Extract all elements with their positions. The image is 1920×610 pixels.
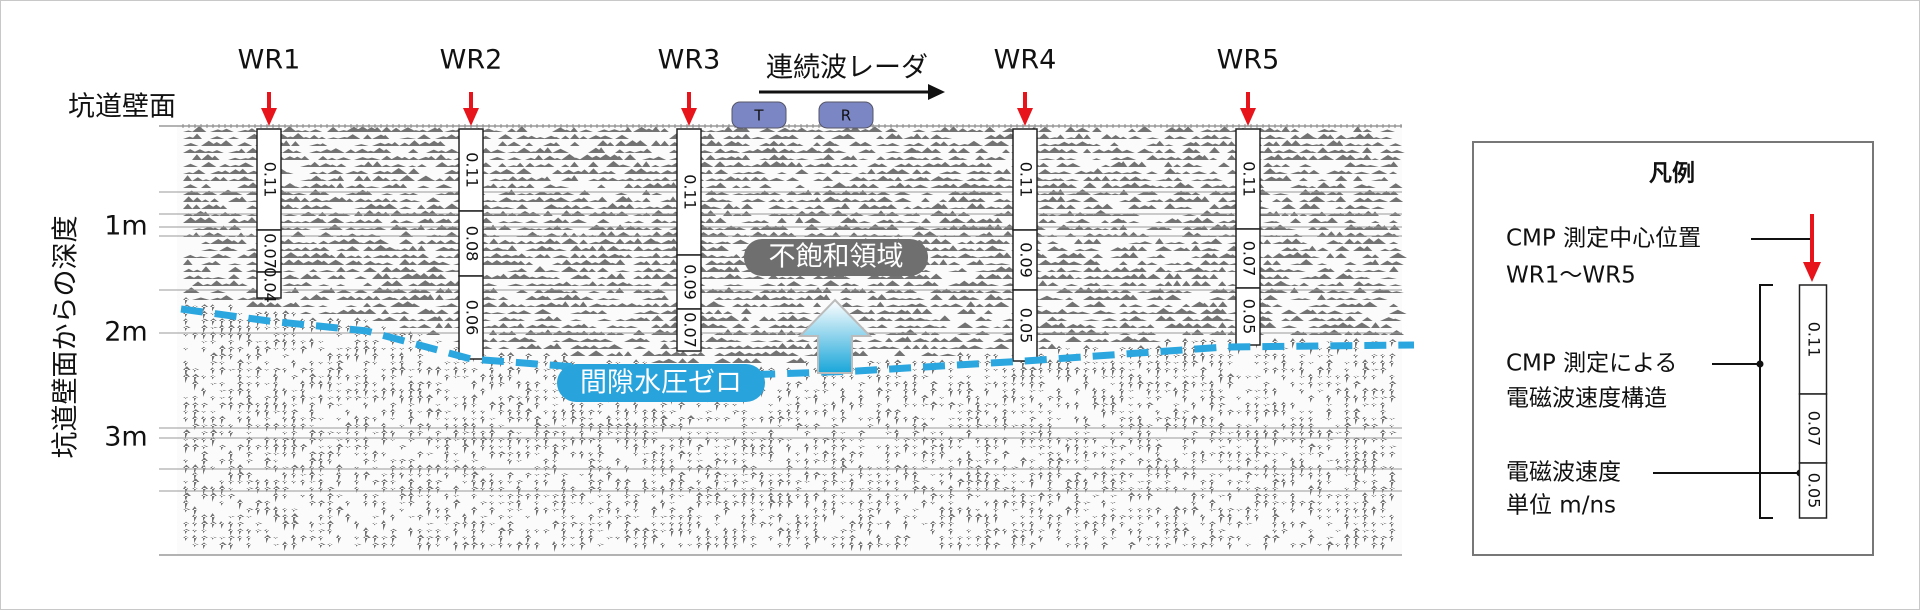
- legend-arrow-head: [1803, 262, 1821, 282]
- depth-label: 2m: [104, 317, 147, 348]
- legend-text: WR1～WR5: [1506, 263, 1636, 289]
- velocity-label: 0.05: [1017, 308, 1036, 344]
- velocity-label: 0.07: [681, 312, 700, 348]
- depth-label: 1m: [104, 211, 147, 242]
- station-label: WR5: [1217, 45, 1280, 76]
- transmitter-label: T: [753, 107, 764, 125]
- velocity-label: 0.04: [261, 267, 280, 303]
- rise-arrow: [797, 298, 873, 374]
- legend-title: 凡例: [1649, 161, 1695, 187]
- velocity-label: 0.11: [1240, 161, 1259, 197]
- bracket: [1759, 284, 1773, 519]
- velocity-segment: [676, 128, 702, 256]
- radar-label: 連続波レーダ: [766, 53, 928, 84]
- legend-text: CMP 測定による: [1506, 351, 1677, 377]
- station-label: WR1: [238, 45, 301, 76]
- legend-text: CMP 測定中心位置: [1506, 226, 1701, 252]
- velocity-label: 0.07: [1805, 411, 1824, 447]
- velocity-segment: [458, 275, 484, 360]
- unsaturated-pill: [744, 239, 928, 276]
- depth-label: 3m: [104, 422, 147, 453]
- radar-profile: [159, 124, 1407, 556]
- velocity-label: 0.11: [1017, 162, 1036, 198]
- station-arrow-head: [1240, 108, 1256, 126]
- velocity-label: 0.07: [1240, 241, 1259, 277]
- velocity-segment: [676, 308, 702, 352]
- velocity-label: 0.09: [1017, 242, 1036, 278]
- station-label: WR4: [994, 45, 1057, 76]
- velocity-label: 0.06: [463, 300, 482, 336]
- velocity-segment: [256, 229, 282, 273]
- velocity-label: 0.05: [1805, 473, 1824, 509]
- surface-label: 坑道壁面: [68, 92, 176, 123]
- leader-dot: [1756, 360, 1764, 368]
- velocity-label: 0.08: [463, 226, 482, 262]
- legend-column: 0.11 0.07 0.05: [1798, 284, 1828, 519]
- legend-text: 電磁波速度構造: [1506, 386, 1667, 412]
- station-arrow-head: [1017, 108, 1033, 126]
- velocity-segment: [1235, 287, 1261, 346]
- legend-text: 単位 m/ns: [1506, 493, 1616, 519]
- station-arrow-head: [261, 108, 277, 126]
- zero-pressure-label: 間隙水圧ゼロ: [580, 368, 742, 399]
- transmitter: [731, 101, 787, 129]
- velocity-segment: [458, 210, 484, 277]
- station-arrow-head: [463, 108, 479, 126]
- station-label: WR2: [440, 45, 503, 76]
- receiver: [818, 101, 874, 129]
- depth-axis-label: 坑道壁面からの深度: [51, 216, 82, 459]
- velocity-label: 0.07: [261, 233, 280, 269]
- station-arrow-head: [681, 108, 697, 126]
- velocity-segment: [1798, 284, 1828, 395]
- velocity-label: 0.11: [681, 174, 700, 210]
- velocity-label: 0.09: [681, 264, 700, 300]
- receiver-label: R: [841, 107, 851, 125]
- velocity-label: 0.05: [1240, 299, 1259, 335]
- velocity-label: 0.11: [1805, 322, 1824, 358]
- radar-arrow-head: [928, 84, 945, 100]
- velocity-label: 0.11: [261, 162, 280, 198]
- velocity-segment: [256, 128, 282, 231]
- unsaturated-label: 不飽和領域: [769, 242, 904, 273]
- velocity-segment: [256, 271, 282, 299]
- legend-text: 電磁波速度: [1506, 460, 1621, 486]
- velocity-segment: [458, 128, 484, 212]
- station-label: WR3: [658, 45, 721, 76]
- velocity-label: 0.11: [463, 152, 482, 188]
- velocity-segment: [1798, 462, 1828, 519]
- velocity-columns: WR10.110.070.04WR20.110.080.06WR30.110.0…: [238, 45, 1280, 362]
- zero-pressure-pill: [557, 364, 765, 402]
